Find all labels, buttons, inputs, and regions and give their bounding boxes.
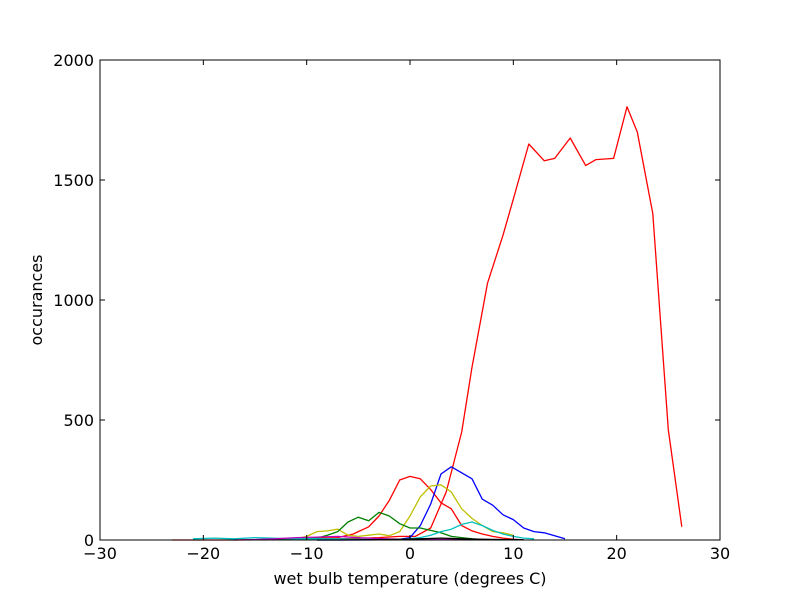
y-tick-label: 0	[84, 531, 94, 550]
x-tick-label: 20	[606, 544, 626, 563]
series-line-4	[285, 484, 514, 541]
x-tick-label: −30	[83, 544, 117, 563]
plot-background	[100, 60, 720, 540]
x-tick-label: −10	[290, 544, 324, 563]
x-tick-label: 0	[405, 544, 415, 563]
series-line-6	[192, 521, 535, 541]
y-axis-label: occurances	[27, 254, 46, 345]
x-tick-label: 30	[710, 544, 730, 563]
y-tick-label: 1500	[53, 171, 94, 190]
y-tick-label: 2000	[53, 51, 94, 70]
x-tick-label: 10	[503, 544, 523, 563]
x-axis-label: wet bulb temperature (degrees C)	[273, 569, 546, 588]
x-tick-label: −20	[186, 544, 220, 563]
y-tick-label: 1000	[53, 291, 94, 310]
ticks-layer: −30 −20 −10 0 10 20 30 0 500 1000 1500 2000	[53, 51, 730, 563]
y-tick-label: 500	[63, 411, 94, 430]
